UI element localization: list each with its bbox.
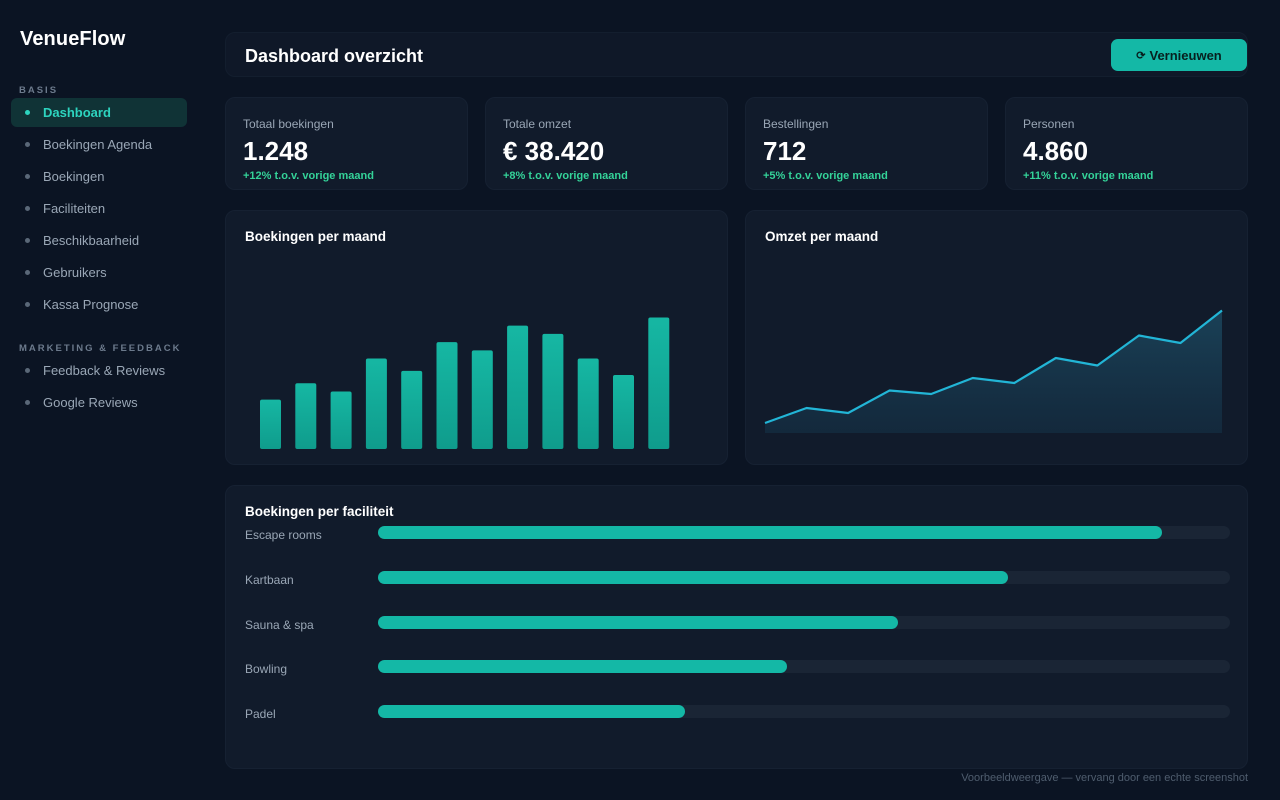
sidebar-item-label: Google Reviews [43,395,138,410]
sidebar-item-label: Boekingen [43,169,105,184]
sidebar-section-marketing: MARKETING & FEEDBACK [19,343,182,354]
bullet-icon [25,368,30,373]
revenue-chart-card: Omzet per maand [745,210,1248,465]
facility-bar-track [378,615,1230,629]
sidebar-item-label: Boekingen Agenda [43,137,153,152]
stat-label: Bestellingen [763,117,829,131]
sidebar-item-faciliteiten[interactable]: Faciliteiten [11,194,187,223]
facility-bar-fill [378,615,898,629]
stat-value: 712 [763,136,807,166]
sidebar: VenueFlow BASIS Dashboard Boekingen Agen… [0,0,205,800]
facility-bar-fill [378,570,1009,584]
sidebar-item-dashboard[interactable]: Dashboard [11,98,187,127]
sidebar-item-label: Gebruikers [43,265,107,280]
bullet-icon [25,174,30,179]
bar-6 [436,342,458,449]
facility-label: Kartbaan [245,572,294,587]
stat-card-total-revenue: Totale omzet € 38.420 +8% t.o.v. vorige … [485,97,728,190]
bookings-bar-chart [260,317,670,449]
area-fill [765,310,1222,433]
bar-2 [295,383,317,449]
bullet-icon [25,110,30,115]
bullet-icon [25,238,30,243]
sidebar-item-feedback-reviews[interactable]: Feedback & Reviews [11,356,187,385]
sidebar-item-label: Faciliteiten [43,201,106,216]
bullet-icon [25,302,30,307]
revenue-series-line [764,309,1223,425]
bar-8 [507,325,529,449]
facility-bar-track [378,660,1230,674]
bar-9 [542,333,564,449]
facility-bar-track [378,570,1230,584]
sidebar-item-google-reviews[interactable]: Google Reviews [11,388,187,417]
bar-4 [365,358,387,449]
bullet-icon [25,400,30,405]
facility-bar-track [378,705,1230,719]
stat-value: € 38.420 [503,136,605,166]
stat-value: 1.248 [243,136,309,166]
stat-value: 4.860 [1023,136,1089,166]
stat-delta: +11% t.o.v. vorige maand [1023,170,1154,182]
stat-card-orders: Bestellingen 712 +5% t.o.v. vorige maand [745,97,988,190]
footnote: Voorbeeldweergave — vervang door een ech… [961,772,1248,784]
facility-label: Sauna & spa [245,617,314,632]
stat-label: Totaal boekingen [243,117,334,131]
refresh-button[interactable]: ⟳ Vernieuwen [1111,39,1247,71]
facility-bar-fill [378,705,685,719]
bar-11 [613,375,634,449]
facility-label: Padel [245,707,276,722]
bar-12 [648,317,670,449]
page-title: Dashboard overzicht [245,46,424,66]
stat-card-persons: Personen 4.860 +11% t.o.v. vorige maand [1005,97,1248,190]
bar-10 [577,358,599,449]
bookings-chart-card: Boekingen per maand [225,210,728,465]
header-bar: Dashboard overzicht ⟳ Vernieuwen [225,32,1248,77]
chart-title: Boekingen per faciliteit [245,504,394,519]
app-logo: VenueFlow [20,28,126,50]
stat-label: Personen [1023,117,1075,131]
refresh-icon: ⟳ [1136,49,1146,62]
bullet-icon [25,142,30,147]
stat-delta: +8% t.o.v. vorige maand [503,170,628,182]
facility-label: Escape rooms [245,528,322,542]
bullet-icon [25,270,30,275]
sidebar-item-beschikbaarheid[interactable]: Beschikbaarheid [11,226,187,255]
sidebar-section-basis: BASIS [19,85,59,96]
sidebar-item-gebruikers[interactable]: Gebruikers [11,258,187,287]
revenue-area-chart [764,309,1223,433]
sidebar-item-kassa-prognose[interactable]: Kassa Prognose [11,290,187,319]
stat-card-total-bookings: Totaal boekingen 1.248 +12% t.o.v. vorig… [225,97,468,190]
chart-title: Boekingen per maand [245,229,387,244]
stat-delta: +5% t.o.v. vorige maand [763,170,888,182]
facility-label: Bowling [245,662,288,677]
stat-delta: +12% t.o.v. vorige maand [243,170,374,182]
bullet-icon [25,206,30,211]
bar-5 [401,370,423,449]
sidebar-item-label: Kassa Prognose [43,297,139,312]
stat-label: Totale omzet [503,117,572,131]
facility-bar-track [378,526,1230,539]
bar-7 [471,350,493,449]
sidebar-item-label: Feedback & Reviews [43,363,166,378]
sidebar-item-label: Beschikbaarheid [43,233,140,248]
bar-3 [330,391,352,449]
facility-bar-fill [378,526,1162,539]
sidebar-item-boekingen[interactable]: Boekingen [11,162,187,191]
sidebar-item-boekingen-agenda[interactable]: Boekingen Agenda [11,130,187,159]
facility-chart-card: Boekingen per faciliteit Escape rooms Kar… [225,485,1248,769]
sidebar-item-label: Dashboard [43,105,111,120]
facility-bar-fill [378,660,787,674]
bar-1 [260,399,281,449]
chart-title: Omzet per maand [765,229,879,244]
refresh-button-label: Vernieuwen [1149,47,1222,63]
